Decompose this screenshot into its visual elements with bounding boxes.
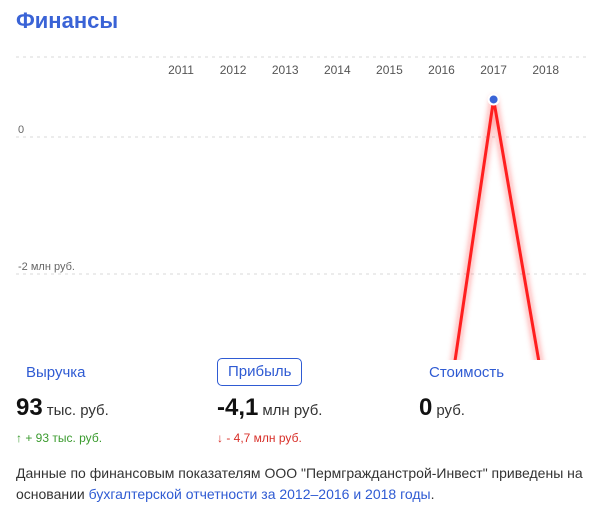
value-unit: руб. xyxy=(436,402,465,419)
value-value: 0 xyxy=(419,394,433,421)
y-tick-label: -2 млн руб. xyxy=(18,261,75,273)
revenue-delta: ↑ + 93 тыс. руб. xyxy=(16,431,103,445)
y-tick-label: 0 xyxy=(18,124,24,136)
tab-profit[interactable]: Прибыль xyxy=(217,358,303,386)
revenue-unit: тыс. руб. xyxy=(46,402,109,419)
series-line-glow xyxy=(451,95,543,360)
series-line xyxy=(453,97,541,360)
x-tick-label: 2014 xyxy=(324,63,351,77)
profit-delta: ↓ - 4,7 млн руб. xyxy=(217,431,302,445)
accounting-report-link[interactable]: бухгалтерской отчетности за 2012–2016 и … xyxy=(88,486,431,502)
x-tick-label: 2018 xyxy=(532,63,559,77)
section-title: Финансы xyxy=(16,8,119,33)
profit-line-chart: 0-2 млн руб.-4 млн руб.-6 млн руб.201120… xyxy=(16,56,590,360)
value-metric: 0 руб. xyxy=(419,394,465,422)
x-tick-label: 2017 xyxy=(480,63,507,77)
tab-value[interactable]: Стоимость xyxy=(429,364,505,381)
x-tick-label: 2016 xyxy=(428,63,455,77)
revenue-value: 93 xyxy=(16,394,43,421)
profit-unit: млн руб. xyxy=(262,402,323,419)
data-source-note: Данные по финансовым показателям ООО "Пе… xyxy=(16,463,586,505)
x-tick-label: 2013 xyxy=(272,63,299,77)
profit-metric: -4,1 млн руб. xyxy=(217,394,322,422)
x-tick-label: 2011 xyxy=(168,63,194,77)
tab-revenue[interactable]: Выручка xyxy=(26,364,86,381)
revenue-metric: 93 тыс. руб. xyxy=(16,394,109,422)
note-text: Данные по финансовым показателям ООО "Пе… xyxy=(16,465,583,502)
profit-value: -4,1 xyxy=(217,394,259,421)
x-tick-label: 2015 xyxy=(376,63,403,77)
note-end: . xyxy=(430,486,435,502)
x-tick-label: 2012 xyxy=(220,63,247,77)
data-point xyxy=(487,93,500,106)
